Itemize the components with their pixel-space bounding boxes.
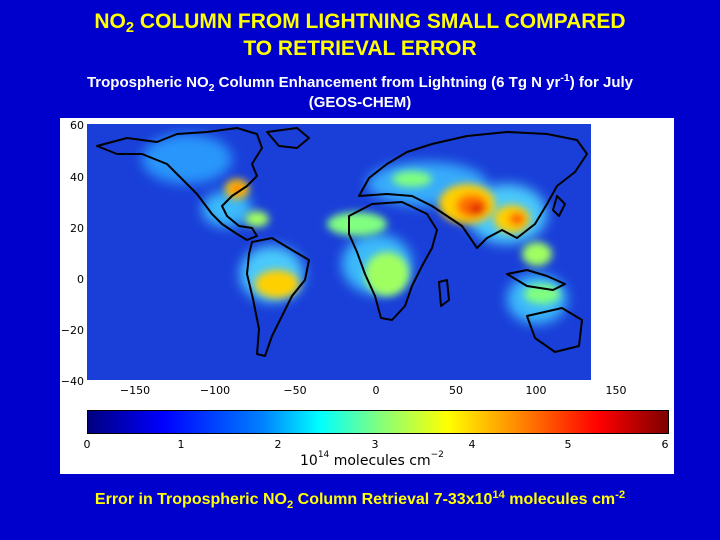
madagascar-outline [438,279,450,307]
subtitle-line-2: (GEOS-CHEM) [308,94,412,111]
north-america-field [142,134,232,184]
colorbar-tick-4: 4 [468,438,476,451]
north-america-outline [96,127,263,241]
lat-tick-minus40: −40 [60,375,84,388]
error-note: Error in Tropospheric NO2 Column Retriev… [94,489,626,511]
lon-tick-minus100: −100 [199,384,231,397]
lon-tick-150: 150 [605,384,627,397]
world-map [87,124,591,380]
africa-outline [348,201,438,321]
colorbar-tick-3: 3 [371,438,379,451]
hotspots [225,171,560,304]
lon-tick-0: 0 [372,384,380,397]
colorbar-tick-2: 2 [274,438,282,451]
lat-tick-40: 40 [70,171,84,184]
title-line-2: TO RETRIEVAL ERROR [243,37,477,60]
hotspot-mexico [245,211,269,227]
hotspot-tibet-peak [469,203,485,215]
lat-tick-60: 60 [70,119,84,132]
map-subtitle: Tropospheric NO2 Column Enhancement from… [0,73,720,113]
lat-tick-0: 0 [77,273,84,286]
colorbar [87,410,669,434]
hotspot-china-core [509,213,525,225]
world-map-svg [87,124,591,380]
colorbar-tick-5: 5 [564,438,572,451]
south-america-outline [246,237,310,357]
hotspot-sahel [327,212,387,236]
lon-tick-minus50: −50 [283,384,307,397]
lon-tick-50: 50 [449,384,463,397]
hotspot-central-africa [365,252,409,296]
hotspot-europe [392,171,432,187]
colorbar-tick-6: 6 [661,438,669,451]
eurasia-outline [358,131,588,249]
greenland-outline [266,127,310,149]
central-america-field [202,191,252,227]
japan-outline [552,195,566,217]
lat-tick-minus20: −20 [60,324,84,337]
coastlines [96,127,588,357]
lon-tick-100: 100 [525,384,547,397]
indonesia-outline [506,269,566,291]
colorbar-tick-0: 0 [83,438,91,451]
title-line-1: NO2 COLUMN FROM LIGHTNING SMALL COMPARED [94,10,626,36]
colorbar-unit-label: 1014 molecules cm−2 [300,450,444,470]
lat-tick-20: 20 [70,222,84,235]
lon-tick-minus150: −150 [119,384,151,397]
subtitle-line-1: Tropospheric NO2 Column Enhancement from… [86,72,634,94]
hotspot-brazil [255,270,299,298]
australia-outline [526,307,583,353]
colorbar-tick-1: 1 [177,438,185,451]
slide-title: NO2 COLUMN FROM LIGHTNING SMALL COMPARED… [0,8,720,62]
hotspot-southeast-asia [522,242,552,266]
